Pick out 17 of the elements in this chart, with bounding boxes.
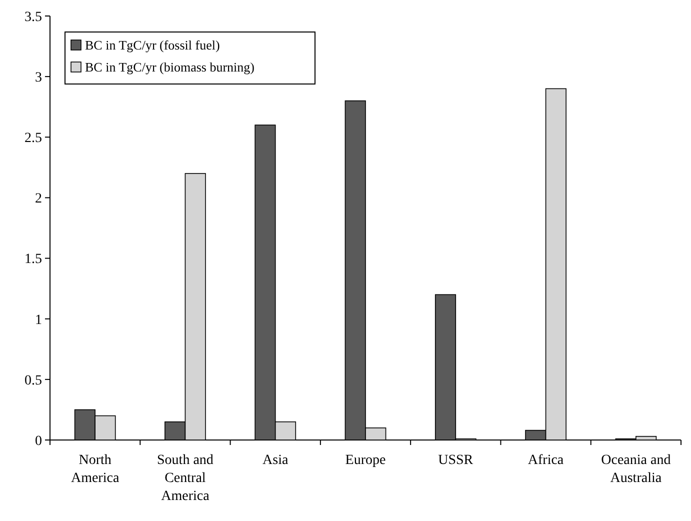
x-tick-label: USSR <box>438 453 474 468</box>
y-tick-label: 3 <box>35 70 42 86</box>
x-tick-label: Africa <box>528 453 564 468</box>
legend-label: BC in TgC/yr (biomass burning) <box>85 60 254 75</box>
x-tick-label: Europe <box>345 453 386 468</box>
y-tick-label: 3.5 <box>24 10 42 25</box>
x-tick-label: North America <box>70 453 120 486</box>
y-tick-label: 1.5 <box>24 252 42 268</box>
y-tick-label: 2 <box>35 192 42 207</box>
y-tick-label: 0 <box>35 434 42 449</box>
x-tick-label: Oceania and Australia <box>601 453 671 486</box>
y-tick-label: 2.5 <box>24 131 42 146</box>
x-tick-label: Asia <box>262 453 289 468</box>
legend-label: BC in TgC/yr (fossil fuel) <box>85 38 220 53</box>
y-tick-label: 0.5 <box>24 373 42 388</box>
x-tick-label: South and Central America <box>157 453 214 504</box>
y-tick-label: 1 <box>35 312 42 328</box>
